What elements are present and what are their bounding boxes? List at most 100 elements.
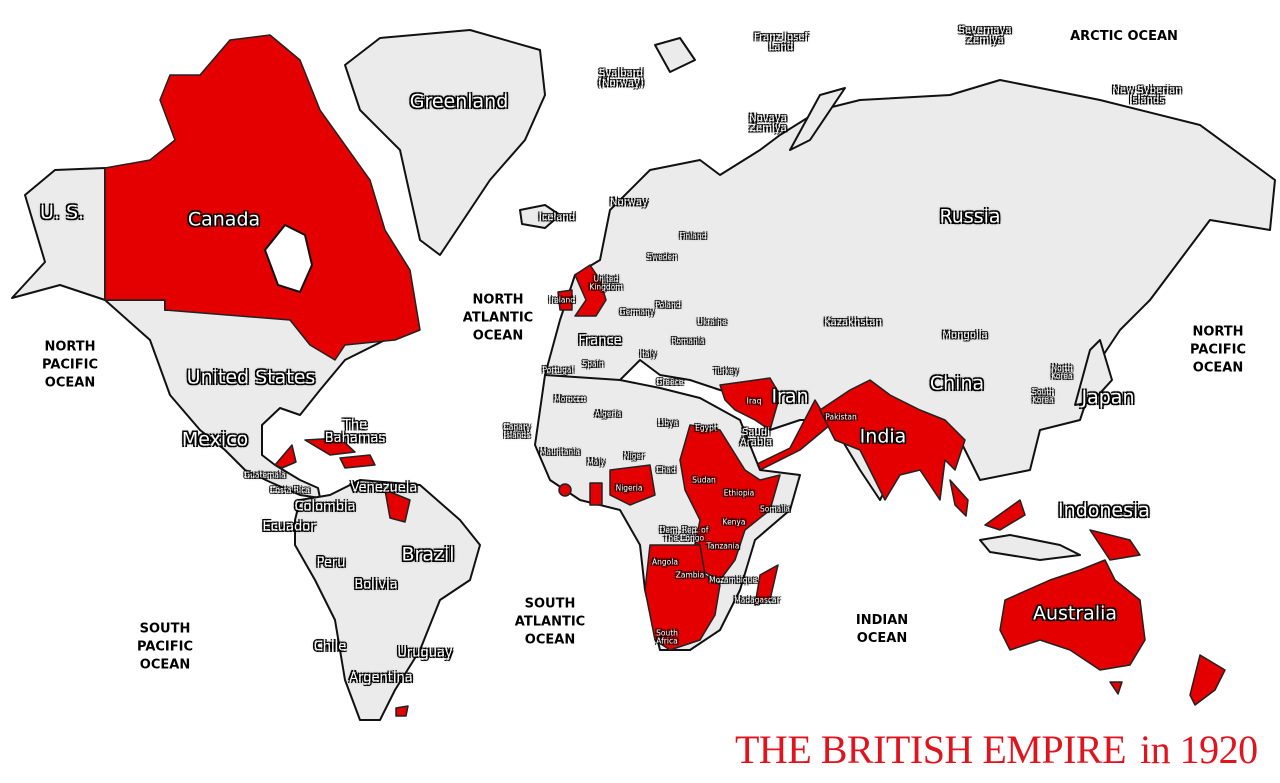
tasmania-territory (1109, 681, 1123, 695)
nigeria-territory (609, 464, 656, 506)
country-label: South Africa (656, 628, 678, 645)
country-label: United States (186, 366, 316, 389)
country-label: North Korea (1051, 363, 1073, 380)
country-label: Ecuador (262, 519, 316, 535)
greenland-landmass (344, 29, 546, 256)
ocean-label: NORTH ATLANTIC OCEAN (462, 292, 534, 345)
falklands-territory (395, 705, 409, 717)
new-zealand-territory (1189, 654, 1226, 706)
country-label: Venezuela (350, 480, 418, 496)
southern-africa-territory (644, 544, 721, 651)
country-label: Russia (939, 205, 1001, 228)
country-label: Severnaya Zemlya (958, 25, 1012, 46)
british-guiana-territory (384, 489, 411, 523)
country-label: France (578, 333, 622, 349)
country-label: U. S. (39, 201, 85, 224)
country-label: Dem. Rep. of The Congo (659, 525, 709, 542)
country-label: The Bahamas (324, 418, 386, 446)
title-year: in 1920 (1140, 727, 1258, 772)
ocean-label: NORTH PACIFIC OCEAN (1189, 324, 1247, 377)
country-label: Greenland (409, 90, 509, 113)
africa-landmass (534, 374, 801, 651)
ocean-label: INDIAN OCEAN (855, 612, 909, 646)
australia-territory (999, 559, 1146, 671)
country-label: United Kingdom (589, 274, 623, 291)
malaya-territory (949, 479, 969, 517)
country-label: Niger (623, 451, 645, 461)
country-label: Kenya (722, 517, 746, 527)
country-label: Nigeria (615, 483, 643, 493)
country-label: Sweden (647, 252, 677, 262)
country-label: Canada (187, 208, 261, 231)
country-label: Poland (655, 300, 681, 310)
ocean-label: SOUTH ATLANTIC OCEAN (514, 596, 586, 649)
country-label: Madagascar (734, 595, 780, 605)
country-label: Argentina (349, 670, 413, 686)
sierra-leone-territory (558, 483, 572, 497)
country-label: Spain (582, 359, 604, 369)
country-label: Iraq (746, 396, 762, 406)
country-label: Maly (587, 457, 605, 467)
country-label: Chile (313, 639, 347, 655)
south-america-landmass (294, 479, 481, 721)
country-label: Angola (652, 557, 678, 567)
country-label: Zambia (675, 570, 705, 580)
country-label: Germany (619, 307, 655, 317)
country-label: China (929, 372, 985, 395)
country-label: Tanzania (706, 541, 740, 551)
country-label: Chad (656, 465, 676, 475)
svalbard-landmass (654, 37, 696, 73)
map-title: THE BRITISH EMPIRE in 1920 (735, 726, 1272, 773)
country-label: Bolivia (354, 577, 398, 593)
ocean-label: SOUTH PACIFIC OCEAN (136, 621, 194, 674)
country-label: Franz Josef Land (754, 32, 808, 53)
country-label: Italy (639, 349, 657, 359)
middle-east-territory (719, 377, 781, 431)
country-label: Libya (657, 418, 679, 428)
country-label: Mongolia (942, 330, 988, 341)
country-label: Colombia (294, 499, 356, 515)
country-label: New Syberian Islands (1112, 85, 1182, 106)
country-label: Japan (1081, 386, 1135, 409)
title-main: THE BRITISH EMPIRE (735, 727, 1127, 772)
borneo-territory (984, 499, 1026, 531)
country-label: Canary Islands (503, 422, 531, 439)
country-label: Ireland (549, 295, 575, 305)
caribbean-territory (339, 454, 376, 469)
canada-territory (104, 34, 421, 361)
country-label: Novaya Zemlya (749, 113, 787, 134)
country-label: Norway (610, 197, 648, 208)
country-label: Ethiopia (723, 488, 755, 498)
ocean-label: NORTH PACIFIC OCEAN (41, 339, 99, 392)
country-label: Svalbard (Norway) (598, 68, 644, 89)
country-label: Indonesia (1058, 499, 1150, 522)
country-label: South Korea (1032, 387, 1054, 404)
country-label: India (859, 425, 907, 448)
country-label: Mexico (181, 428, 249, 451)
country-label: Costa Rica (270, 485, 310, 495)
country-label: Mauritania (540, 447, 580, 457)
novaya-zemlya-landmass (789, 87, 846, 151)
country-label: Algeria (594, 409, 622, 419)
country-label: Peru (316, 555, 346, 571)
caribbean-territory (304, 437, 356, 456)
iceland-landmass (519, 204, 561, 229)
country-label: Mozambique (709, 575, 757, 585)
east-africa-territory (679, 424, 781, 581)
british-honduras-territory (274, 444, 297, 469)
country-label: Egypt (695, 423, 717, 433)
country-label: Iran (771, 385, 809, 408)
country-label: Morocco (554, 394, 586, 404)
country-label: Romania (671, 336, 705, 346)
country-label: Saudi Arabia (739, 427, 773, 448)
united-kingdom-territory (574, 264, 607, 317)
country-label: Portugal (542, 365, 574, 375)
madagascar-territory (754, 564, 779, 606)
hudson-bay (263, 223, 314, 294)
country-label: Guatemala (244, 470, 286, 480)
india-territory (819, 379, 966, 501)
japan-landmass (1074, 339, 1113, 406)
ireland-territory (557, 289, 573, 311)
